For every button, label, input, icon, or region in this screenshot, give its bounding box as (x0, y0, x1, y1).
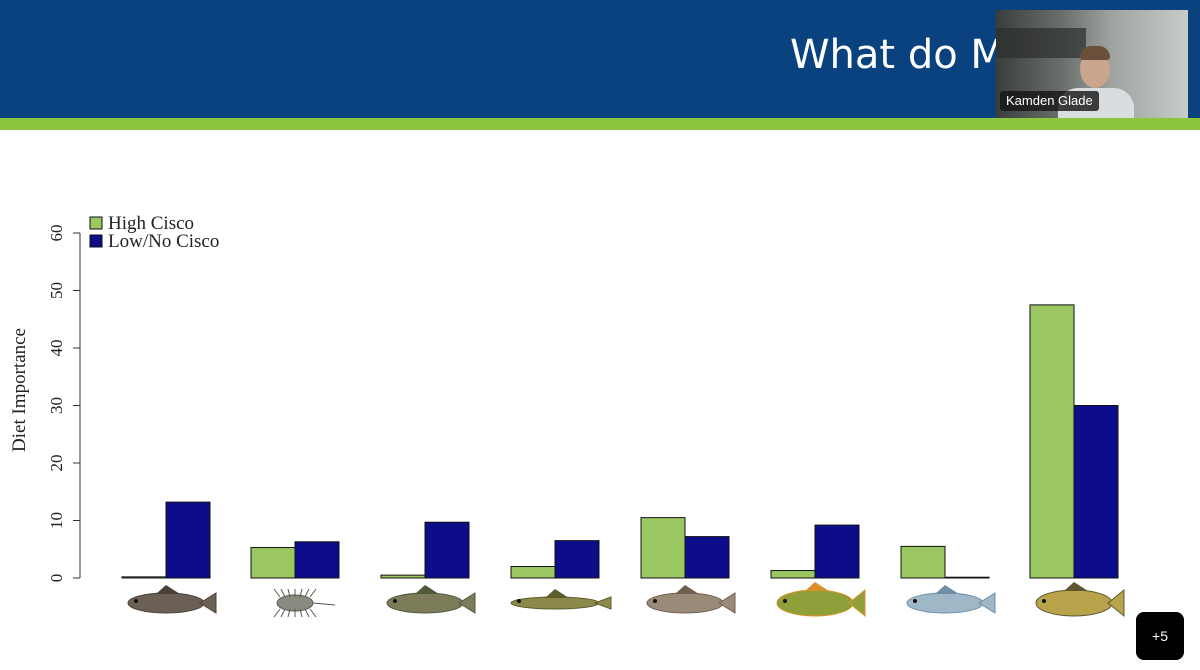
y-axis: 0 10 20 30 40 50 60 (47, 225, 81, 583)
y-tick-label: 30 (47, 397, 66, 414)
legend-label: High Cisco (108, 213, 194, 234)
bar-low-cisco (684, 536, 730, 579)
video-background-shelf (996, 28, 1086, 58)
y-axis-label: Diet Importance (9, 328, 30, 452)
y-tick-label: 60 (47, 225, 66, 242)
bar-low-cisco (944, 576, 990, 579)
sucker-icon (646, 585, 736, 614)
insect-larva-icon (273, 588, 336, 618)
bar-high-cisco (1029, 304, 1075, 579)
perch-icon (1035, 582, 1125, 618)
sunfish-icon (776, 582, 866, 618)
bar-high-cisco (380, 574, 426, 579)
y-tick-label: 50 (47, 282, 66, 299)
slide-title: What do M (790, 32, 1005, 78)
bar-high-cisco (900, 545, 946, 579)
bar-high-cisco (250, 547, 296, 579)
slide-accent-stripe (0, 118, 1200, 130)
catfish-icon (127, 585, 217, 614)
more-participants-button[interactable]: +5 (1136, 612, 1184, 660)
bar-high-cisco (121, 576, 167, 579)
legend-swatch (89, 216, 103, 230)
pike-icon (510, 589, 612, 610)
cisco-icon (906, 585, 996, 614)
bar-low-cisco (554, 540, 600, 579)
bass-icon (386, 585, 476, 614)
bar-high-cisco (640, 517, 686, 579)
y-tick-label: 0 (47, 574, 66, 583)
bar-low-cisco (1073, 405, 1119, 579)
legend-label: Low/No Cisco (108, 231, 219, 252)
legend-swatch (89, 234, 103, 248)
bar-high-cisco (770, 570, 816, 579)
participant-name-label: Kamden Glade (1000, 91, 1099, 111)
bar-low-cisco (294, 541, 340, 579)
bar-low-cisco (814, 524, 860, 579)
bar-low-cisco (165, 501, 211, 579)
bar-high-cisco (510, 566, 556, 579)
y-tick-label: 10 (47, 512, 66, 529)
bar-low-cisco (424, 521, 470, 579)
prey-icons (127, 582, 1125, 618)
y-tick-label: 40 (47, 340, 66, 357)
bars (121, 304, 1119, 579)
y-tick-label: 20 (47, 455, 66, 472)
participant-hair (1080, 46, 1110, 60)
